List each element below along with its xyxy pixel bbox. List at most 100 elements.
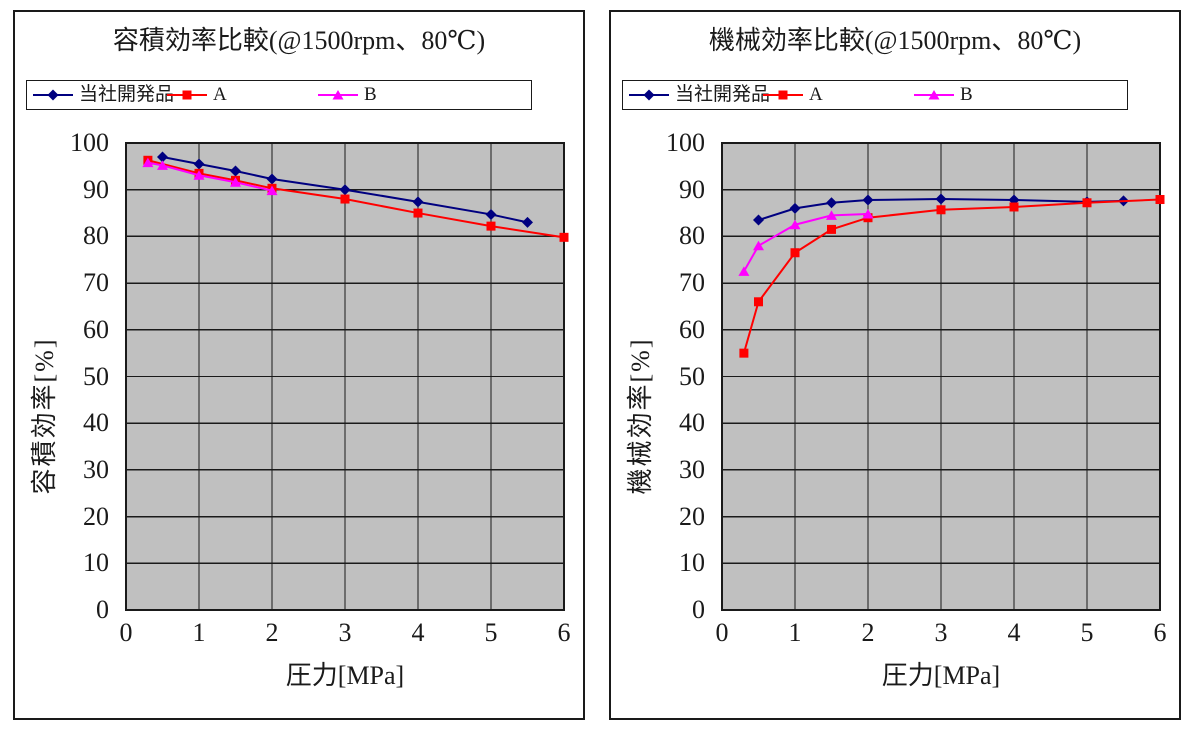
square-marker-icon <box>1155 195 1165 205</box>
x-tick-label: 3 <box>934 618 948 647</box>
y-tick-label: 60 <box>83 314 109 344</box>
triangle-marker-icon <box>862 208 874 219</box>
legend-label: A <box>213 84 227 105</box>
x-tick-label: 4 <box>1007 618 1021 647</box>
diamond-marker-icon <box>230 165 241 177</box>
y-tick-label: 70 <box>83 268 109 298</box>
legend-square-icon <box>167 90 207 99</box>
x-tick-label: 4 <box>411 618 425 647</box>
x-tick-label: 0 <box>715 618 729 647</box>
diamond-marker-icon <box>935 193 947 205</box>
diamond-marker-icon <box>826 197 837 209</box>
diamond-marker-icon <box>485 208 497 220</box>
plot-area <box>125 142 569 611</box>
y-tick-label: 90 <box>83 174 109 204</box>
x-tick-label: 2 <box>861 618 875 647</box>
diamond-marker-icon <box>339 184 351 196</box>
series-line <box>162 156 528 224</box>
legend-item: A <box>167 81 227 108</box>
plot-area <box>721 142 1165 611</box>
chart-panel-mechanical-efficiency: 機械効率比較(@1500rpm、80℃) 当社開発品 A B 機械効率[%] 圧力[… <box>609 10 1181 720</box>
square-marker-icon <box>827 224 836 234</box>
y-tick-label: 30 <box>679 454 705 484</box>
x-tick-label: 5 <box>1080 618 1094 647</box>
legend-label: 当社開発品 <box>675 84 771 105</box>
y-tick-label: 80 <box>83 221 109 251</box>
x-tick-label: 3 <box>338 618 352 647</box>
diamond-marker-icon <box>157 151 168 163</box>
triangle-marker-icon <box>230 177 241 187</box>
legend-item: 当社開発品 <box>33 81 174 108</box>
legend-label: 当社開発品 <box>79 84 175 105</box>
chart-title: 容積効率比較(@1500rpm、80℃) <box>112 26 486 55</box>
diamond-marker-icon <box>266 173 278 185</box>
y-tick-label: 60 <box>679 314 705 344</box>
diamond-marker-icon <box>789 202 801 214</box>
y-tick-label: 100 <box>666 128 705 157</box>
diamond-marker-icon <box>862 194 874 206</box>
square-marker-icon <box>559 232 569 242</box>
legend-label: B <box>960 84 973 105</box>
triangle-marker-icon <box>266 185 278 196</box>
y-tick-label: 40 <box>83 408 109 438</box>
legend-box: 当社開発品 A B <box>622 80 1128 110</box>
x-tick-label: 6 <box>557 618 571 647</box>
y-tick-label: 90 <box>679 174 705 204</box>
x-tick-label: 5 <box>484 618 498 647</box>
y-tick-label: 10 <box>679 548 705 578</box>
chart-title: 機械効率比較(@1500rpm、80℃) <box>708 26 1082 55</box>
y-tick-label: 0 <box>96 595 109 624</box>
plot-border <box>125 142 565 611</box>
y-tick-label: 20 <box>83 501 109 531</box>
x-axis-title: 圧力[MPa] <box>881 661 1001 690</box>
triangle-marker-icon <box>142 157 154 168</box>
square-marker-icon <box>486 221 496 231</box>
y-tick-label: 10 <box>83 548 109 578</box>
triangle-marker-icon <box>738 266 750 276</box>
y-tick-label: 50 <box>83 361 109 391</box>
triangle-marker-icon <box>193 170 205 180</box>
x-tick-label: 1 <box>192 618 206 647</box>
square-marker-icon <box>754 297 763 307</box>
legend-triangle-icon <box>914 89 954 99</box>
square-marker-icon <box>1082 198 1092 208</box>
square-marker-icon <box>936 205 946 215</box>
diamond-marker-icon <box>193 158 205 170</box>
x-tick-label: 6 <box>1153 618 1167 647</box>
y-tick-label: 80 <box>679 221 705 251</box>
legend-square-icon <box>763 90 803 99</box>
y-tick-label: 0 <box>692 595 705 624</box>
x-axis-title: 圧力[MPa] <box>285 661 405 690</box>
triangle-marker-icon <box>753 240 764 251</box>
x-tick-label: 2 <box>265 618 279 647</box>
chart-panel-volumetric-efficiency: 容積効率比較(@1500rpm、80℃) 当社開発品 A B 容積効率[%] 圧力[… <box>13 10 585 720</box>
x-tick-label: 1 <box>788 618 802 647</box>
y-tick-label: 70 <box>679 268 705 298</box>
square-marker-icon <box>739 348 749 358</box>
y-tick-label: 40 <box>679 408 705 438</box>
legend-label: B <box>364 84 377 105</box>
legend-item: A <box>763 81 823 108</box>
diamond-marker-icon <box>522 216 533 228</box>
y-tick-label: 50 <box>679 361 705 391</box>
legend-label: A <box>809 84 823 105</box>
legend-item: B <box>914 81 973 108</box>
square-marker-icon <box>790 248 800 258</box>
diamond-marker-icon <box>753 214 764 226</box>
legend-box: 当社開発品 A B <box>26 80 532 110</box>
legend-item: B <box>318 81 377 108</box>
y-tick-label: 20 <box>679 501 705 531</box>
square-marker-icon <box>413 208 423 218</box>
legend-item: 当社開発品 <box>629 81 770 108</box>
triangle-marker-icon <box>789 219 801 230</box>
triangle-marker-icon <box>826 210 837 220</box>
legend-triangle-icon <box>318 89 358 99</box>
plot-border <box>721 142 1161 611</box>
y-tick-label: 100 <box>70 128 109 157</box>
series-line <box>147 159 565 239</box>
x-tick-label: 0 <box>119 618 133 647</box>
square-marker-icon <box>340 194 350 204</box>
y-tick-label: 30 <box>83 454 109 484</box>
legend-diamond-icon <box>629 89 669 100</box>
